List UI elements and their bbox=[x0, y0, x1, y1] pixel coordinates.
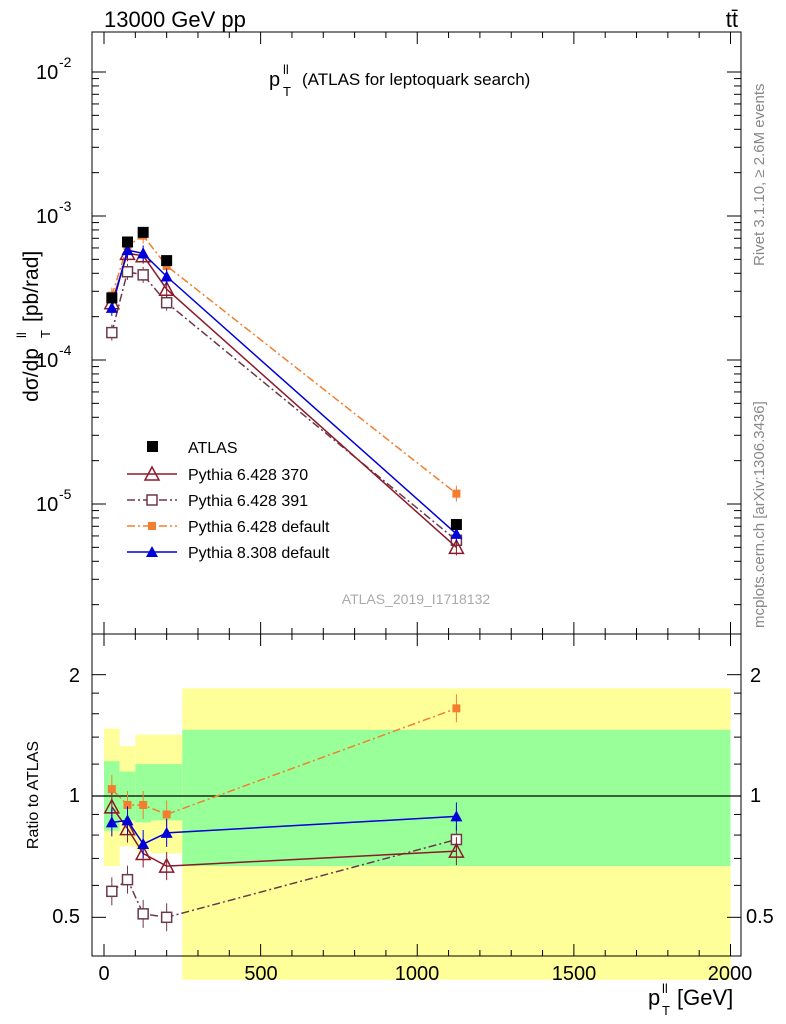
plot-title-symbol: p bbox=[269, 69, 280, 91]
energy-label: 13000 GeV pp bbox=[104, 7, 246, 32]
data-point-p370 bbox=[448, 538, 465, 555]
y-tick-base: 10 bbox=[36, 62, 58, 84]
y-tick-exp: -3 bbox=[59, 198, 72, 214]
y-tick-label-1e-4: 10 -4 bbox=[36, 342, 72, 372]
legend-marker-p6def bbox=[148, 522, 156, 530]
data-point-p391 bbox=[106, 326, 118, 339]
legend-label-p6def: Pythia 6.428 default bbox=[188, 519, 330, 536]
data-point-p391 bbox=[137, 269, 149, 281]
x-tick-label-1000: 1000 bbox=[395, 963, 440, 985]
axis-ticks bbox=[92, 32, 741, 956]
data-point-p6def bbox=[162, 810, 171, 819]
y-axis-main-unit: [pb/rad] bbox=[20, 251, 43, 322]
data-point-p8def bbox=[160, 826, 173, 838]
main-plot-frame bbox=[91, 31, 742, 635]
legend: ATLAS Pythia 6.428 370 Pythia 6.428 391 … bbox=[127, 440, 330, 562]
data-point-p8def bbox=[137, 247, 150, 259]
ratio-tick-label-2-right: 2 bbox=[750, 665, 761, 687]
legend-marker-p370 bbox=[143, 465, 161, 481]
data-point-p8def bbox=[450, 527, 463, 539]
data-point-p6def bbox=[123, 800, 132, 809]
plot-title-sub: T bbox=[283, 84, 291, 99]
series-line-p8def bbox=[111, 249, 457, 535]
y-tick-exp: -5 bbox=[59, 486, 72, 502]
y-axis-ratio-label: Ratio to ATLAS bbox=[25, 741, 42, 849]
ratio-tick-label-1-right: 1 bbox=[750, 785, 761, 807]
series-line-p391 bbox=[111, 270, 457, 541]
data-point-p391 bbox=[121, 266, 134, 278]
y-axis-main-label-sub: T bbox=[38, 330, 53, 338]
data-point-p370 bbox=[158, 857, 175, 873]
x-axis-label-sup: ll bbox=[662, 981, 668, 996]
ratio-series-layer bbox=[103, 694, 465, 932]
ratio-plot-frame bbox=[91, 633, 742, 957]
x-tick-label-2000: 2000 bbox=[708, 963, 753, 985]
legend-label-p391: Pythia 6.428 391 bbox=[188, 493, 308, 510]
data-point-p8def bbox=[105, 816, 118, 828]
x-tick-label-1500: 1500 bbox=[552, 963, 597, 985]
legend-marker-atlas bbox=[147, 441, 158, 452]
data-point-p370 bbox=[158, 280, 175, 296]
plot-title-sup: ll bbox=[283, 62, 289, 77]
y-tick-label-1e-2: 10 -2 bbox=[36, 54, 72, 84]
data-point-p391 bbox=[106, 885, 118, 898]
data-point-p391 bbox=[137, 908, 149, 920]
uncertainty-bands bbox=[92, 688, 741, 980]
x-axis-label-sub: T bbox=[662, 1003, 670, 1018]
data-point-atlas bbox=[137, 226, 149, 238]
data-point-p8def bbox=[137, 838, 150, 850]
y-axis-main-label-text: dσ/dp bbox=[20, 348, 43, 402]
y-axis-main-label-sup: ll bbox=[14, 332, 29, 338]
plot-title: (ATLAS for leptoquark search) bbox=[302, 70, 530, 89]
x-axis-label-symbol: p bbox=[648, 985, 660, 1010]
data-point-atlas bbox=[121, 236, 133, 248]
data-point-p370 bbox=[448, 842, 465, 858]
data-point-p8def bbox=[121, 814, 134, 826]
legend-marker-p391 bbox=[146, 494, 158, 506]
data-point-atlas bbox=[106, 292, 118, 304]
data-point-atlas bbox=[161, 255, 173, 267]
ratio-tick-label-0.5-right: 0.5 bbox=[746, 906, 774, 928]
data-point-p6def bbox=[452, 704, 461, 713]
y-tick-base: 10 bbox=[36, 494, 58, 516]
y-tick-base: 10 bbox=[36, 206, 58, 228]
y-axis-main-label: dσ/dp ll T [pb/rad] bbox=[14, 251, 53, 402]
series-line-p391 bbox=[111, 838, 457, 919]
legend-marker-p8def bbox=[146, 546, 158, 557]
data-point-p391 bbox=[160, 296, 173, 309]
ratio-tick-label-2: 2 bbox=[69, 665, 80, 687]
rivet-label: Rivet 3.1.10, ≥ 2.6M events bbox=[751, 84, 768, 267]
y-tick-label-1e-3: 10 -3 bbox=[36, 198, 72, 228]
data-point-p8def bbox=[105, 301, 118, 313]
data-point-p8def bbox=[450, 810, 463, 822]
data-point-p6def bbox=[107, 785, 116, 794]
legend-label-p370: Pythia 6.428 370 bbox=[188, 467, 308, 484]
main-series-layer bbox=[103, 226, 465, 556]
mcplots-label: mcplots.cern.ch [arXiv:1306.3436] bbox=[751, 401, 768, 628]
data-point-p391 bbox=[160, 911, 173, 924]
data-point-p370 bbox=[134, 844, 152, 861]
y-tick-base: 10 bbox=[36, 350, 58, 372]
data-point-p6def bbox=[452, 489, 461, 498]
data-point-p370 bbox=[119, 820, 136, 836]
y-tick-exp: -4 bbox=[59, 342, 72, 358]
ratio-tick-label-0.5: 0.5 bbox=[52, 906, 80, 928]
ratio-tick-label-1: 1 bbox=[69, 785, 80, 807]
analysis-id: ATLAS_2019_I1718132 bbox=[342, 591, 491, 607]
x-axis-label-unit: [GeV] bbox=[677, 985, 733, 1010]
data-point-p6def bbox=[139, 800, 148, 809]
legend-label-atlas: ATLAS bbox=[188, 440, 238, 457]
y-tick-label-1e-5: 10 -5 bbox=[36, 486, 72, 516]
x-tick-label-500: 500 bbox=[244, 963, 277, 985]
data-point-p8def bbox=[160, 270, 173, 282]
legend-label-p8def: Pythia 8.308 default bbox=[188, 545, 330, 562]
data-point-p391 bbox=[121, 873, 134, 886]
data-point-atlas bbox=[450, 519, 462, 531]
data-point-p8def bbox=[121, 244, 134, 256]
y-tick-exp: -2 bbox=[59, 54, 72, 70]
process-label: tt̄ bbox=[726, 7, 738, 32]
x-tick-label-0: 0 bbox=[98, 963, 109, 985]
